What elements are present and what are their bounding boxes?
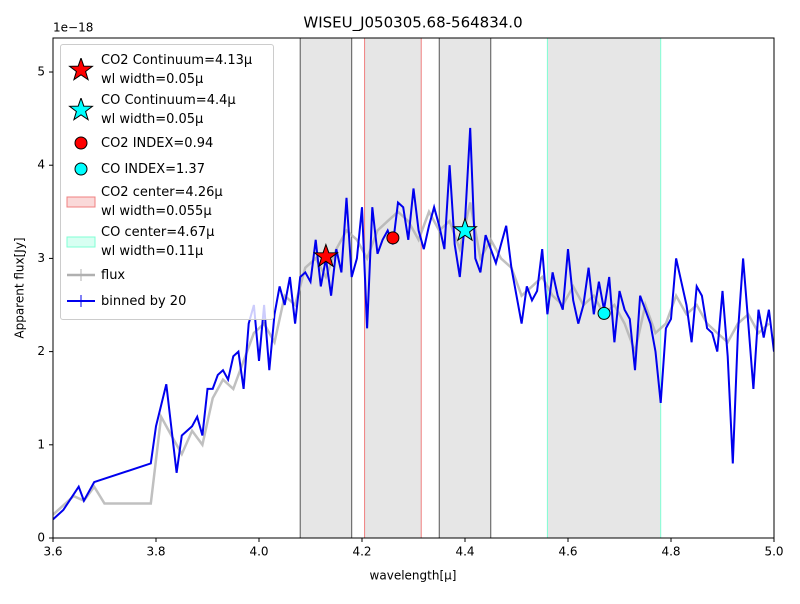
continuum-window (438, 38, 492, 538)
chart-title: WISEU_J050305.68-564834.0 (303, 14, 522, 33)
legend-label: CO2 center=4.26μ wl width=0.055μ (101, 185, 223, 219)
star-marker (68, 98, 94, 121)
y-tick-label: 5 (37, 65, 45, 79)
legend: CO2 Continuum=4.13μ wl width=0.05μ CO Con… (60, 44, 274, 320)
star-marker (313, 242, 339, 268)
flux-line (53, 202, 770, 516)
center-span (364, 38, 422, 538)
x-tick-label: 3.6 (43, 545, 62, 559)
legend-entry: CO2 INDEX=0.94 (61, 131, 273, 155)
legend-icon (67, 295, 95, 307)
legend-entry: CO Continuum=4.4μ wl width=0.05μ (61, 91, 273, 129)
continuum-window (299, 38, 353, 538)
y-tick-label: 3 (37, 251, 45, 265)
legend-label: CO2 INDEX=0.94 (101, 135, 214, 151)
legend-entry: CO center=4.67μ wl width=0.11μ (61, 223, 273, 261)
x-axis-label: wavelength[μ] (370, 569, 457, 583)
x-tick-label: 5.0 (764, 545, 783, 559)
legend-label: CO Continuum=4.4μ wl width=0.05μ (101, 93, 236, 127)
legend-icon (74, 136, 88, 150)
circle-marker (74, 162, 88, 176)
legend-entry: binned by 20 (61, 289, 273, 313)
legend-entry: CO2 center=4.26μ wl width=0.055μ (61, 183, 273, 221)
legend-icon (68, 58, 94, 81)
legend-label: CO INDEX=1.37 (101, 161, 205, 177)
plot-area (53, 38, 774, 538)
y-tick-label: 4 (37, 158, 45, 172)
star-marker (68, 58, 94, 81)
legend-entry: flux (61, 263, 273, 287)
x-tick-label: 3.8 (146, 545, 165, 559)
x-tick-label: 4.2 (352, 545, 371, 559)
legend-entry: CO INDEX=1.37 (61, 157, 273, 181)
x-tick-label: 4.6 (558, 545, 577, 559)
circle-marker (597, 306, 611, 320)
center-span (546, 38, 662, 538)
legend-patch (66, 236, 96, 248)
y-tick-label: 2 (37, 344, 45, 358)
legend-icon (68, 98, 94, 121)
y-tick-label: 0 (37, 531, 45, 545)
y-tick-label: 1 (37, 437, 45, 451)
circle-marker (74, 136, 88, 150)
x-tick-label: 4.8 (661, 545, 680, 559)
x-tick-label: 4.0 (249, 545, 268, 559)
legend-label: CO2 Continuum=4.13μ wl width=0.05μ (101, 53, 253, 87)
legend-label: CO center=4.67μ wl width=0.11μ (101, 225, 215, 259)
y-offset-label: 1e−18 (53, 21, 93, 35)
legend-patch (66, 196, 96, 208)
axes-frame (52, 37, 775, 539)
star-marker (452, 216, 478, 242)
legend-entry: CO2 Continuum=4.13μ wl width=0.05μ (61, 51, 273, 89)
legend-label: flux (101, 267, 126, 283)
legend-label: binned by 20 (101, 293, 187, 309)
y-axis-label: Apparent flux[Jy] (13, 237, 27, 338)
legend-icon (66, 196, 96, 208)
legend-icon (74, 162, 88, 176)
x-tick-label: 4.4 (455, 545, 474, 559)
legend-icon (67, 269, 95, 281)
circle-marker (386, 231, 400, 245)
legend-icon (66, 236, 96, 248)
binned-line (53, 127, 774, 521)
